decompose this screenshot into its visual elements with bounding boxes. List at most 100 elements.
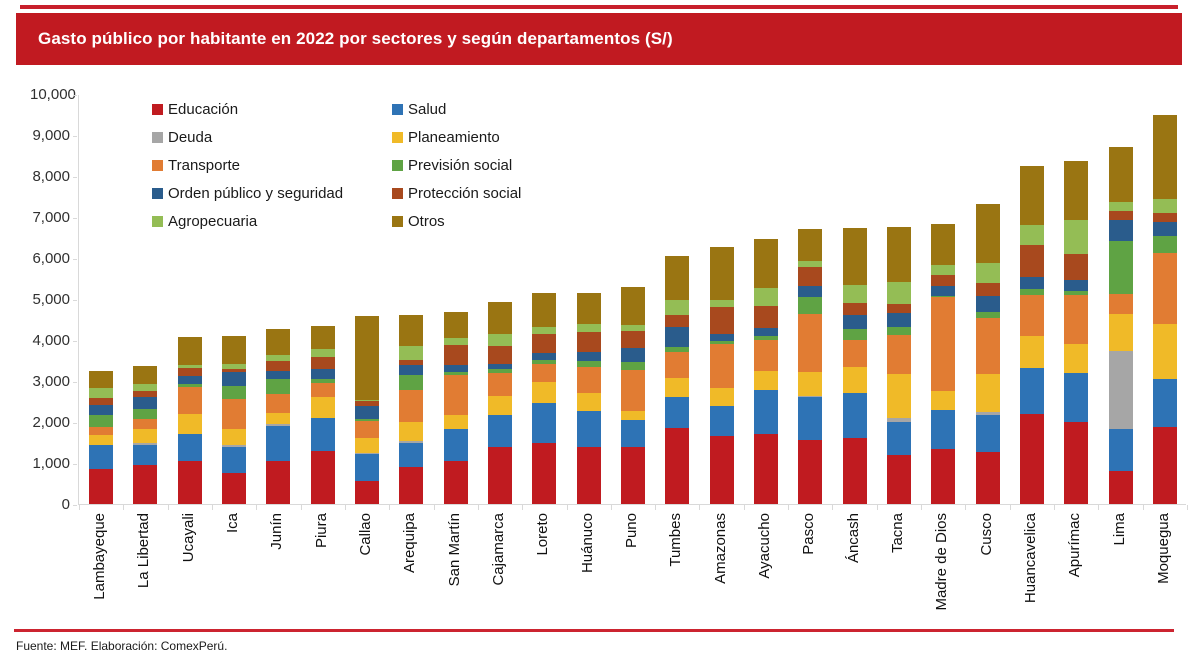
bar-segment-orden-publico-y-seguridad: [842, 315, 867, 329]
bar-segment-planeamiento: [133, 429, 158, 443]
bar-segment-deuda: [222, 444, 247, 448]
x-axis-label: Lima: [1097, 512, 1141, 642]
bar-segment-orden-publico-y-seguridad: [709, 333, 734, 342]
bar-segment-proteccion-social: [886, 304, 911, 314]
bar-segment-transporte: [842, 340, 867, 367]
legend-item-deuda: Deuda: [152, 123, 392, 151]
y-tick-mark: [73, 259, 77, 260]
legend-swatch-icon: [392, 159, 403, 171]
x-tick-mark: [1054, 505, 1056, 510]
bar-segment-agropecuaria: [443, 338, 468, 345]
bar-segment-educacion: [1019, 413, 1044, 504]
bar-segment-orden-publico-y-seguridad: [798, 286, 823, 298]
x-tick-mark: [477, 505, 479, 510]
bar-segment-deuda: [355, 452, 380, 455]
bar-segment-planeamiento: [443, 415, 468, 429]
x-axis-label-text: Tumbes: [667, 513, 685, 567]
bar-segment-orden-publico-y-seguridad: [1019, 276, 1044, 290]
bar-segment-agropecuaria: [753, 288, 778, 306]
bar-segment-educacion: [89, 469, 114, 504]
bar-segment-proteccion-social: [177, 368, 202, 376]
x-axis-label: Ica: [211, 512, 255, 642]
bar-segment-proteccion-social: [621, 331, 645, 349]
y-tick-label: 0: [61, 496, 70, 513]
bar-segment-orden-publico-y-seguridad: [753, 327, 778, 336]
bar-segment-agropecuaria: [133, 383, 158, 391]
x-tick-mark: [1142, 505, 1144, 510]
bar-segment-proteccion-social: [133, 390, 158, 398]
bar-segment-proteccion-social: [266, 360, 291, 371]
bar-segment-planeamiento: [798, 371, 823, 397]
bar-segment-prevision-social: [1019, 289, 1044, 296]
bar-ucayali: [177, 336, 202, 504]
bar-segment-agropecuaria: [399, 345, 424, 360]
source-note: Fuente: MEF. Elaboración: ComexPerú.: [16, 639, 228, 653]
bar-segment-agropecuaria: [310, 349, 335, 358]
x-tick-mark: [832, 505, 834, 510]
bar-segment-prevision-social: [532, 359, 557, 364]
bar-segment-prevision-social: [355, 418, 380, 422]
bar-segment-otros: [488, 302, 513, 335]
x-axis-label-text: San Martín: [445, 513, 463, 587]
x-axis-label-text: Arequipa: [401, 513, 419, 574]
bar-segment-agropecuaria: [621, 324, 645, 332]
bar-segment-orden-publico-y-seguridad: [1108, 219, 1133, 241]
bar-segment-salud: [753, 390, 778, 435]
legend-label: Educación: [168, 100, 239, 118]
bar-segment-prevision-social: [1108, 240, 1133, 295]
bar-segment-salud: [798, 397, 823, 441]
bar-segment-transporte: [1152, 253, 1177, 324]
legend-label: Transporte: [168, 156, 240, 174]
bar-segment-educacion: [576, 446, 601, 504]
bar-segment-planeamiento: [310, 397, 335, 418]
bar-ica: [222, 336, 247, 504]
bar-segment-agropecuaria: [1152, 199, 1177, 214]
y-tick-mark: [73, 136, 77, 137]
y-tick-label: 5,000: [32, 291, 70, 308]
x-axis-label: Piura: [300, 512, 344, 642]
bar-segment-transporte: [310, 383, 335, 398]
y-tick-label: 8,000: [32, 168, 70, 185]
legend-item-planeamiento: Planeamiento: [392, 123, 642, 151]
x-tick-mark: [344, 505, 346, 510]
legend-label: Protección social: [408, 184, 522, 202]
bar-segment-prevision-social: [399, 374, 424, 391]
bar-segment-salud: [89, 444, 114, 470]
bar-segment-salud: [177, 434, 202, 461]
x-tick-mark: [256, 505, 258, 510]
x-axis-label: Puno: [610, 512, 654, 642]
bar-segment-educacion: [488, 446, 513, 504]
bar-segment-planeamiento: [886, 373, 911, 418]
bar-cajamarca: [488, 302, 513, 504]
bar-junin: [266, 329, 291, 504]
bar-segment-transporte: [665, 351, 690, 379]
bar-moquegua: [1152, 114, 1177, 504]
bar-segment-educacion: [975, 451, 1000, 504]
bar-segment-otros: [842, 227, 867, 285]
x-axis-label-text: Tacna: [888, 513, 906, 554]
bar-segment-proteccion-social: [1108, 211, 1133, 220]
bar-segment-planeamiento: [665, 378, 690, 397]
bar-segment-proteccion-social: [753, 305, 778, 328]
bar-segment-prevision-social: [842, 328, 867, 341]
title-banner: Gasto público por habitante en 2022 por …: [16, 13, 1182, 65]
y-tick-mark: [73, 505, 77, 506]
legend-label: Salud: [408, 100, 447, 118]
bar-segment-proteccion-social: [355, 401, 380, 407]
plot-area: [78, 95, 1188, 510]
bar-segment-proteccion-social: [842, 303, 867, 316]
bar-segment-salud: [532, 402, 557, 444]
bar-segment-transporte: [355, 421, 380, 438]
bar-segment-orden-publico-y-seguridad: [488, 364, 513, 370]
bar-segment-salud: [621, 419, 645, 447]
bar-segment-agropecuaria: [355, 399, 380, 402]
legend-label: Agropecuaria: [168, 212, 258, 230]
bar-segment-agropecuaria: [89, 388, 114, 398]
legend-swatch-icon: [392, 187, 403, 199]
bar-segment-transporte: [266, 394, 291, 414]
bar-apurimac: [1064, 161, 1089, 504]
bar-segment-educacion: [355, 481, 380, 504]
x-axis-label: San Martín: [433, 512, 477, 642]
bar-segment-otros: [576, 292, 601, 325]
